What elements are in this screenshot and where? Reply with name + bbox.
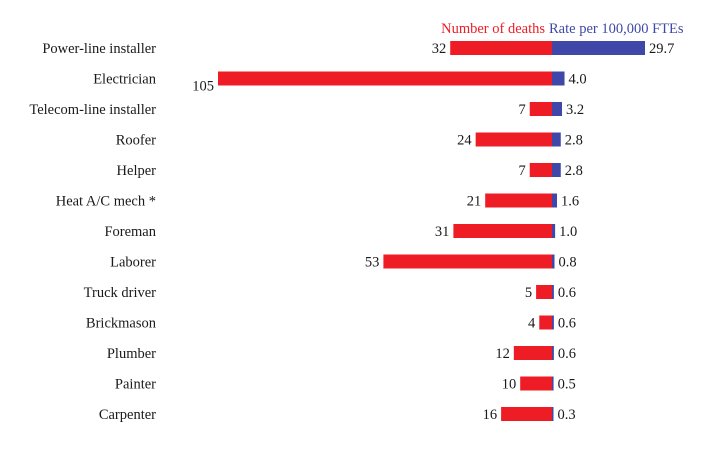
chart-row: Painter 10 0.5 xyxy=(115,376,576,393)
deaths-bar xyxy=(529,102,552,116)
rate-bar xyxy=(552,376,554,391)
rate-value-label: 0.3 xyxy=(558,407,576,423)
deaths-bar xyxy=(529,163,552,177)
deaths-value-label: 31 xyxy=(435,224,450,240)
deaths-bar xyxy=(475,132,552,147)
rate-bar xyxy=(552,254,555,269)
rate-value-label: 29.7 xyxy=(649,41,674,57)
chart-row: Heat A/C mech * 21 1.6 xyxy=(56,193,579,210)
deaths-bar xyxy=(485,193,552,208)
deaths-bar xyxy=(218,71,552,86)
rate-bar xyxy=(552,285,554,299)
deaths-bar xyxy=(536,285,552,299)
category-label: Telecom-line installer xyxy=(29,102,156,118)
deaths-value-label: 32 xyxy=(432,41,447,57)
rate-value-label: 0.6 xyxy=(558,285,576,301)
chart-row: Power-line installer 32 29.7 xyxy=(42,41,674,57)
deaths-bar xyxy=(450,41,552,55)
rate-bar xyxy=(552,193,558,208)
rate-value-label: 2.8 xyxy=(565,133,583,149)
deaths-bar xyxy=(501,407,552,421)
rate-value-label: 0.8 xyxy=(559,255,577,271)
chart-legend: Number of deaths Rate per 100,000 FTEs xyxy=(441,21,684,37)
category-label: Truck driver xyxy=(84,285,157,301)
deaths-bar xyxy=(520,376,552,391)
chart-row: Telecom-line installer 7 3.2 xyxy=(29,102,584,118)
chart-row: Helper 7 2.8 xyxy=(117,163,583,179)
rate-value-label: 3.2 xyxy=(566,102,584,118)
legend-entry-rate: Rate per 100,000 FTEs xyxy=(549,21,684,37)
deaths-value-label: 105 xyxy=(192,79,214,95)
deaths-value-label: 12 xyxy=(495,346,510,362)
rate-bar xyxy=(552,102,563,116)
chart-row: Brickmason 4 0.6 xyxy=(86,315,576,332)
rate-value-label: 0.5 xyxy=(558,377,576,393)
rate-value-label: 1.6 xyxy=(561,194,579,210)
chart-row: Electrician 105 4.0 xyxy=(93,71,587,95)
category-label: Roofer xyxy=(116,133,156,149)
deaths-value-label: 7 xyxy=(518,102,525,118)
chart-row: Roofer 24 2.8 xyxy=(116,132,583,149)
rate-value-label: 0.6 xyxy=(558,316,576,332)
rate-bar xyxy=(552,407,554,421)
rate-bar xyxy=(552,132,561,147)
chart-row: Carpenter 16 0.3 xyxy=(99,407,576,423)
legend-entry-deaths: Number of deaths xyxy=(441,21,545,37)
deaths-value-label: 5 xyxy=(525,285,532,301)
category-label: Brickmason xyxy=(86,316,157,332)
rate-value-label: 1.0 xyxy=(559,224,577,240)
rate-bar xyxy=(552,71,565,86)
deaths-bar xyxy=(383,254,552,269)
category-label: Helper xyxy=(117,163,157,179)
deaths-bar xyxy=(453,224,552,238)
rate-bar xyxy=(552,41,645,55)
category-label: Power-line installer xyxy=(42,41,156,57)
category-label: Plumber xyxy=(107,346,156,362)
rate-bar xyxy=(552,346,554,360)
deaths-value-label: 53 xyxy=(365,255,380,271)
deaths-value-label: 21 xyxy=(467,194,482,210)
chart-row: Foreman 31 1.0 xyxy=(104,224,577,240)
rate-bar xyxy=(552,163,561,177)
rate-bar xyxy=(552,315,554,330)
category-label: Laborer xyxy=(110,255,156,271)
deaths-value-label: 16 xyxy=(483,407,498,423)
category-label: Painter xyxy=(115,377,156,393)
category-label: Electrician xyxy=(93,72,157,88)
deaths-value-label: 10 xyxy=(502,377,517,393)
chart-row: Laborer 53 0.8 xyxy=(110,254,577,271)
deaths-value-label: 24 xyxy=(457,133,472,149)
category-label: Foreman xyxy=(104,224,156,240)
deaths-value-label: 4 xyxy=(528,316,536,332)
category-label: Heat A/C mech * xyxy=(56,194,156,210)
rate-bar xyxy=(552,224,556,238)
rate-value-label: 2.8 xyxy=(565,163,583,179)
chart-row: Plumber 12 0.6 xyxy=(107,346,576,362)
rate-value-label: 4.0 xyxy=(569,72,587,88)
rate-value-label: 0.6 xyxy=(558,346,576,362)
deaths-bar xyxy=(513,346,552,360)
deaths-value-label: 7 xyxy=(518,163,525,179)
deaths-bar xyxy=(539,315,552,330)
category-label: Carpenter xyxy=(99,407,156,423)
chart-row: Truck driver 5 0.6 xyxy=(84,285,576,301)
